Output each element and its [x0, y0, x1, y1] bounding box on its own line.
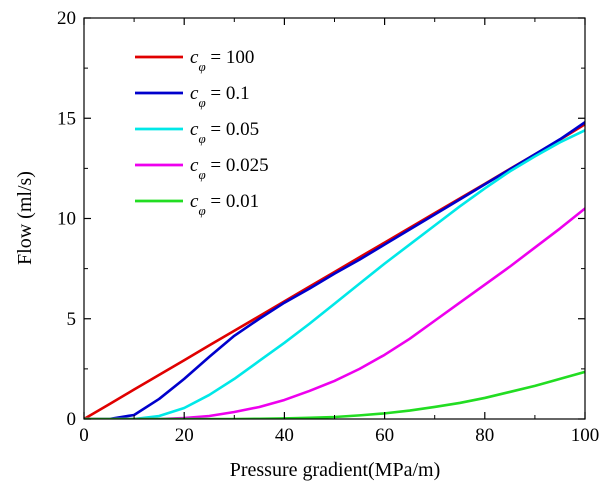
x-tick-label: 0: [79, 425, 89, 446]
legend-item-3: cφ = 0.05: [135, 119, 259, 146]
legend-label: cφ = 0.05: [190, 119, 259, 146]
legend-label: cφ = 0.025: [190, 155, 269, 182]
legend-label: cφ = 100: [190, 47, 254, 74]
x-tick-label: 20: [175, 425, 194, 446]
legend-item-5: cφ = 0.01: [135, 191, 259, 218]
series-line-3: [84, 128, 585, 419]
y-tick-label: 0: [67, 409, 77, 430]
legend: cφ = 100 cφ = 0.1 cφ = 0.05 cφ = 0.025 cφ = …: [135, 47, 269, 218]
x-tick-label: 40: [275, 425, 294, 446]
legend-item-1: cφ = 100: [135, 47, 254, 74]
series-line-5: [84, 370, 585, 419]
series-line-4: [84, 207, 585, 419]
legend-label: cφ = 0.01: [190, 191, 259, 218]
legend-item-4: cφ = 0.025: [135, 155, 269, 182]
y-tick-label: 20: [57, 8, 76, 29]
legend-item-2: cφ = 0.1: [135, 83, 250, 110]
series-layer: [84, 120, 585, 419]
series-line-2: [84, 120, 585, 419]
x-tick-label: 60: [375, 425, 394, 446]
legend-label: cφ = 0.1: [190, 83, 250, 110]
y-axis-title: Flow (ml/s): [14, 171, 36, 265]
x-tick-label: 100: [571, 425, 600, 446]
axis-layer: 0 20 40 60 80 100 0 5 10 15 20: [57, 8, 599, 446]
x-axis-title: Pressure gradient(MPa/m): [230, 459, 441, 481]
y-tick-label: 5: [67, 309, 77, 330]
x-tick-label: 80: [475, 425, 494, 446]
y-tick-label: 10: [57, 209, 76, 230]
plot-frame: [83, 17, 586, 420]
y-tick-label: 15: [57, 108, 76, 129]
